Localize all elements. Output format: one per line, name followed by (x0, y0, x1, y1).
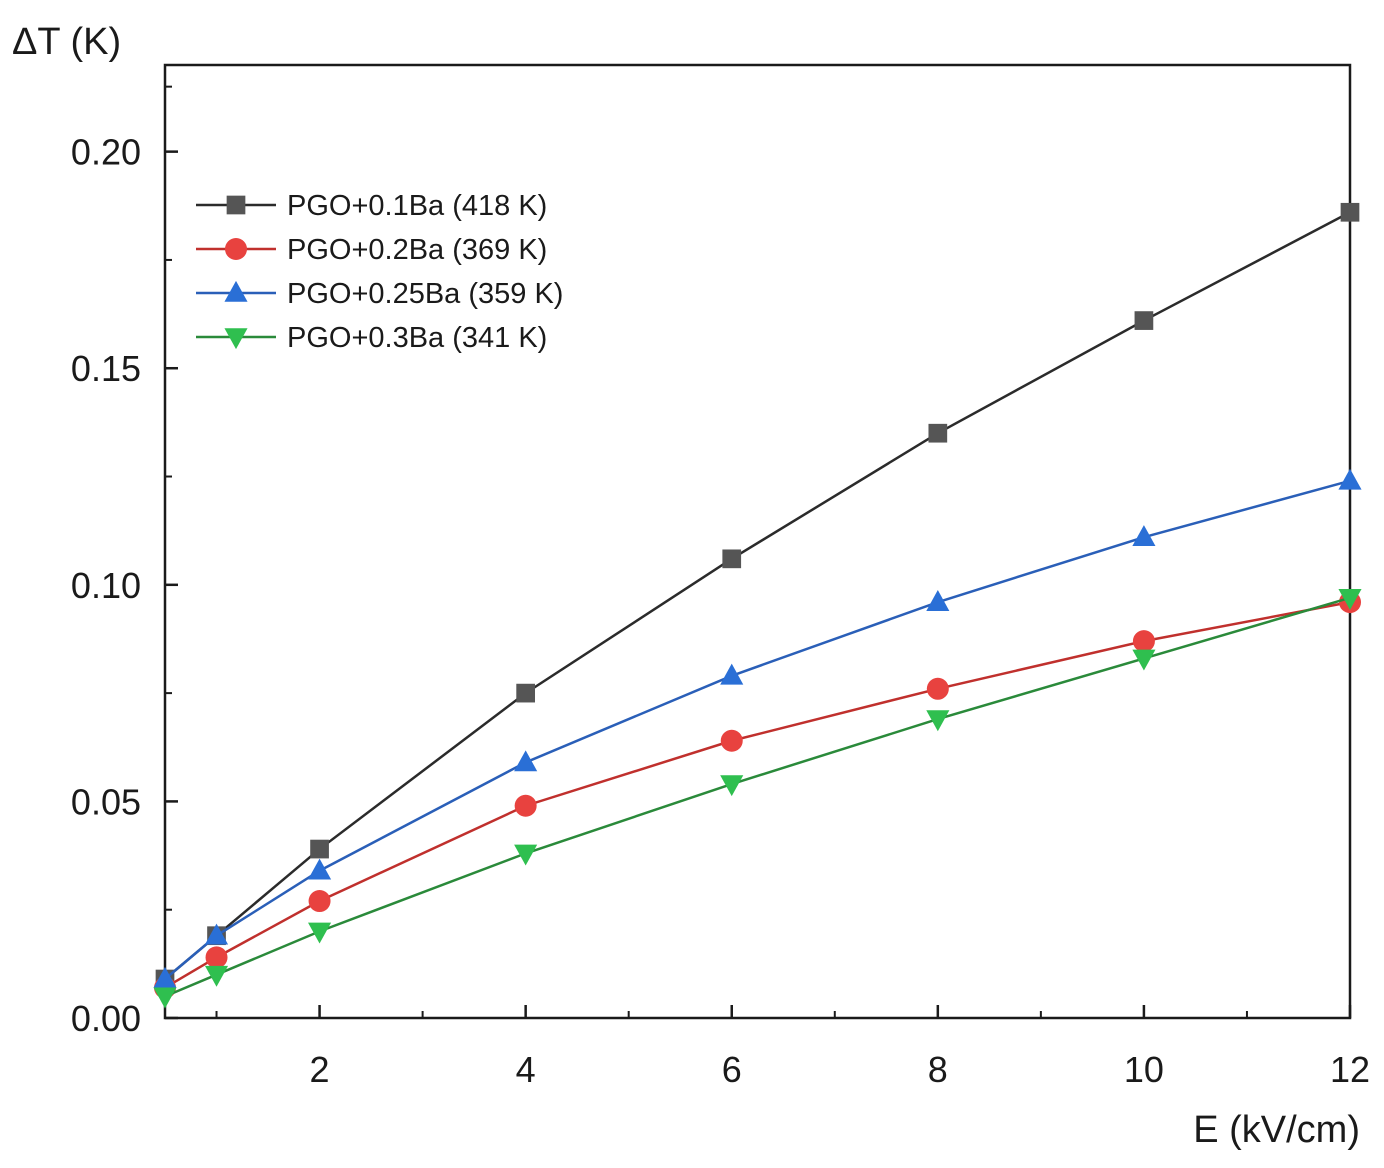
series-4 (153, 589, 1362, 1009)
legend-item: PGO+0.25Ba (359 K) (196, 278, 563, 310)
data-point (928, 423, 948, 443)
x-tick-label: 8 (928, 1049, 948, 1090)
data-point (1338, 589, 1362, 610)
legend-marker (226, 195, 246, 215)
data-point (204, 923, 229, 945)
data-point (720, 729, 743, 752)
x-tick-label: 2 (310, 1049, 330, 1090)
legend-marker (224, 280, 248, 302)
data-point (1134, 311, 1154, 330)
y-tick-label: 0.05 (71, 781, 141, 822)
legend-label: PGO+0.3Ba (341 K) (287, 322, 547, 354)
x-tick-label: 10 (1124, 1049, 1164, 1090)
x-axis-title: E (kV/cm) (1193, 1109, 1360, 1151)
series-1 (155, 202, 1360, 989)
data-point (205, 946, 228, 969)
data-point (514, 844, 538, 866)
data-point (514, 794, 537, 817)
data-point (1340, 202, 1360, 222)
series-line (164, 211, 1351, 980)
data-point (308, 922, 332, 944)
data-point (1132, 525, 1156, 546)
data-point (153, 966, 177, 988)
data-point (1132, 630, 1155, 653)
legend-marker (225, 238, 247, 260)
data-point (720, 775, 744, 797)
data-point (926, 710, 950, 732)
legend-label: PGO+0.25Ba (359 K) (287, 278, 563, 310)
series-line (164, 600, 1351, 989)
series-3 (153, 468, 1362, 988)
data-point (1338, 468, 1362, 490)
x-tick-label: 4 (516, 1049, 536, 1090)
series-line (164, 479, 1351, 980)
data-point (310, 839, 329, 859)
legend-item: PGO+0.3Ba (341 K) (196, 322, 547, 354)
data-point (516, 683, 536, 703)
y-axis-title: ΔT (K) (12, 21, 121, 63)
data-point (308, 858, 332, 880)
data-point (722, 549, 742, 569)
legend: PGO+0.1Ba (418 K) PGO+0.2Ba (369 K) PGO+0.… (196, 190, 563, 354)
data-point (204, 965, 229, 987)
plot-frame (163, 63, 1352, 1020)
y-tick-label: 0.00 (71, 998, 141, 1039)
data-point (1132, 649, 1156, 671)
data-point (514, 750, 538, 772)
y-tick-label: 0.20 (71, 132, 141, 173)
x-tick-label: 12 (1330, 1049, 1370, 1090)
legend-item: PGO+0.1Ba (418 K) (196, 190, 547, 222)
series-line (164, 596, 1351, 998)
series-2 (154, 591, 1361, 999)
data-point (153, 987, 177, 1009)
series-layer (153, 202, 1362, 1009)
y-tick-label: 0.10 (71, 565, 141, 606)
legend-marker (224, 328, 248, 350)
y-tick-label: 0.15 (71, 348, 141, 389)
data-point (926, 590, 950, 611)
data-point (926, 677, 949, 700)
x-axis-ticks: 2 4 6 8 10 12 (215, 1005, 1370, 1090)
legend-label: PGO+0.2Ba (369 K) (287, 234, 547, 266)
data-point (308, 890, 331, 913)
legend-label: PGO+0.1Ba (418 K) (287, 190, 547, 222)
data-point (720, 663, 744, 685)
x-tick-label: 6 (722, 1049, 742, 1090)
y-axis-ticks: 0.00 0.05 0.10 0.15 0.20 (71, 85, 178, 1039)
legend-item: PGO+0.2Ba (369 K) (196, 234, 547, 266)
